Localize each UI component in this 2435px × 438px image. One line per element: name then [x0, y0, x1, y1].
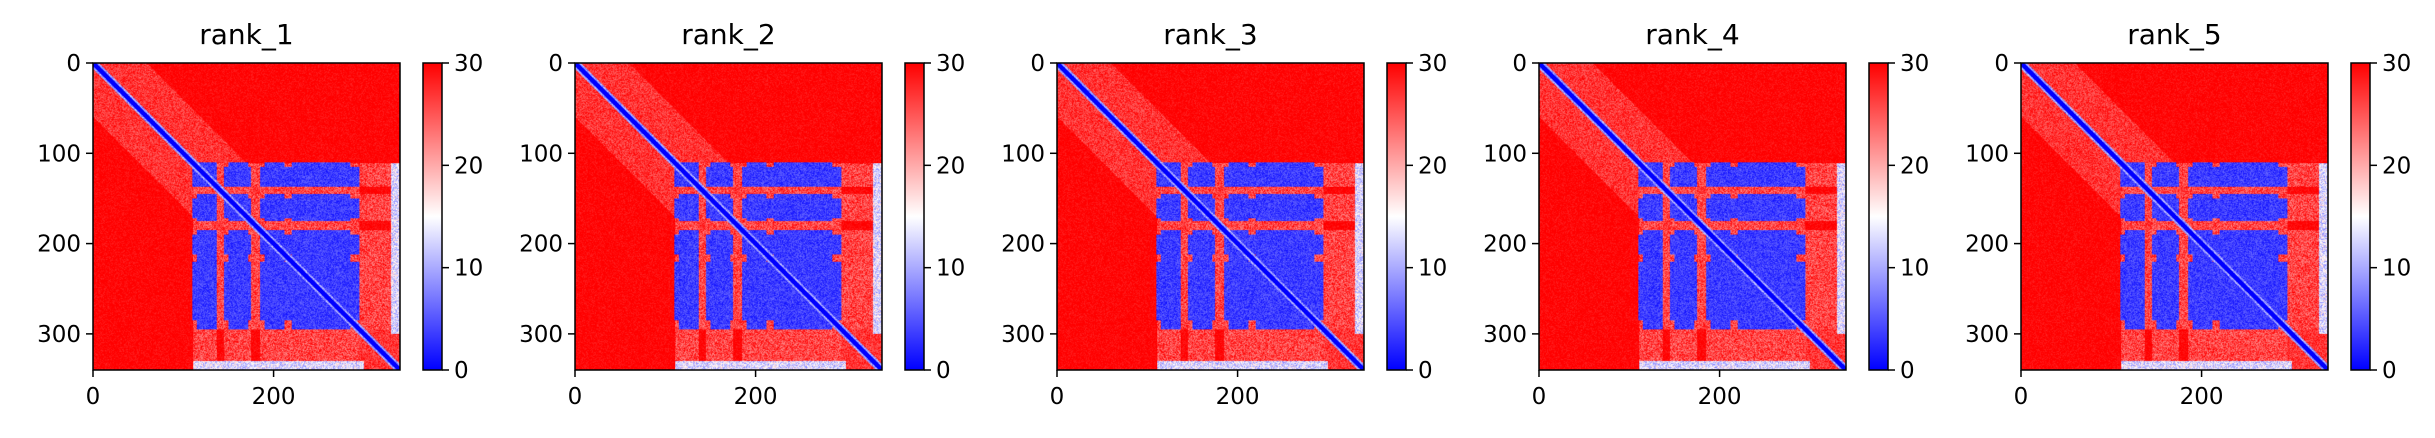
x-tick-label: 200 [734, 384, 778, 410]
x-tick-label: 0 [2014, 384, 2029, 410]
y-tick-label: 300 [519, 322, 563, 348]
panel-title: rank_4 [1645, 18, 1739, 51]
colorbar [1868, 62, 1889, 371]
panel-title: rank_3 [1163, 18, 1257, 51]
panel-title: rank_2 [681, 18, 775, 51]
colorbar [422, 62, 443, 371]
y-tick-label: 300 [1001, 322, 1045, 348]
x-tick-label: 0 [1532, 384, 1547, 410]
colorbar-tick-label: 30 [936, 51, 965, 77]
colorbar [904, 62, 925, 371]
heatmap-image [575, 63, 882, 370]
panel-title: rank_5 [2127, 18, 2221, 51]
y-tick-label: 300 [1965, 322, 2009, 348]
colorbar-tick-label: 10 [936, 256, 965, 282]
colorbar-tick-label: 30 [1900, 51, 1929, 77]
y-tick-label: 0 [548, 51, 563, 77]
colorbar-tick-label: 0 [1900, 358, 1915, 384]
axes-frame [2020, 62, 2329, 371]
colorbar-tick-label: 0 [1418, 358, 1433, 384]
colorbar-tick-label: 30 [1418, 51, 1447, 77]
y-tick-label: 100 [1483, 141, 1527, 167]
axes-frame [574, 62, 883, 371]
x-tick-label: 0 [86, 384, 101, 410]
y-tick-label: 200 [1001, 232, 1045, 258]
y-tick-label: 300 [1483, 322, 1527, 348]
x-tick-label: 0 [568, 384, 583, 410]
y-tick-label: 200 [519, 232, 563, 258]
colorbar-tick-label: 0 [454, 358, 469, 384]
colorbar-tick-label: 30 [2382, 51, 2411, 77]
heatmap-image [1539, 63, 1846, 370]
y-tick-label: 100 [1001, 141, 1045, 167]
colorbar-tick-label: 10 [2382, 256, 2411, 282]
y-tick-label: 200 [1965, 232, 2009, 258]
y-tick-label: 0 [1512, 51, 1527, 77]
y-tick-label: 200 [1483, 232, 1527, 258]
heatmap-image [93, 63, 400, 370]
axes-frame [92, 62, 401, 371]
colorbar-tick-label: 20 [1900, 153, 1929, 179]
panel-title: rank_1 [199, 18, 293, 51]
colorbar-tick-label: 20 [936, 153, 965, 179]
colorbar-tick-label: 20 [1418, 153, 1447, 179]
y-tick-label: 0 [1994, 51, 2009, 77]
y-tick-label: 300 [37, 322, 81, 348]
x-tick-label: 200 [252, 384, 296, 410]
y-tick-label: 100 [1965, 141, 2009, 167]
y-tick-label: 0 [1030, 51, 1045, 77]
heatmap-image [1057, 63, 1364, 370]
heatmap-panel-5: rank_5 0 100 200 300 0 200 0 10 20 30 [1965, 18, 2411, 410]
colorbar-tick-label: 30 [454, 51, 483, 77]
x-tick-label: 0 [1050, 384, 1065, 410]
heatmap-image [2021, 63, 2328, 370]
colorbar-tick-label: 20 [454, 153, 483, 179]
colorbar [1386, 62, 1407, 371]
y-tick-label: 0 [66, 51, 81, 77]
heatmap-panel-2: rank_2 0 100 200 300 0 200 0 10 20 30 [519, 18, 965, 410]
heatmap-panel-3: rank_3 0 100 200 300 0 200 0 10 20 30 [1001, 18, 1447, 410]
colorbar-tick-label: 10 [1900, 256, 1929, 282]
y-tick-label: 100 [519, 141, 563, 167]
colorbar-tick-label: 0 [936, 358, 951, 384]
x-tick-label: 200 [2180, 384, 2224, 410]
y-tick-label: 100 [37, 141, 81, 167]
axes-frame [1538, 62, 1847, 371]
colorbar [2350, 62, 2371, 371]
heatmap-panel-4: rank_4 0 100 200 300 0 200 0 10 20 30 [1483, 18, 1929, 410]
colorbar-tick-label: 10 [1418, 256, 1447, 282]
colorbar-tick-label: 10 [454, 256, 483, 282]
x-tick-label: 200 [1698, 384, 1742, 410]
axes-frame [1056, 62, 1365, 371]
y-tick-label: 200 [37, 232, 81, 258]
heatmap-panel-1: rank_1 0 100 200 300 0 200 0 10 20 30 [37, 18, 483, 410]
x-tick-label: 200 [1216, 384, 1260, 410]
colorbar-tick-label: 0 [2382, 358, 2397, 384]
colorbar-tick-label: 20 [2382, 153, 2411, 179]
